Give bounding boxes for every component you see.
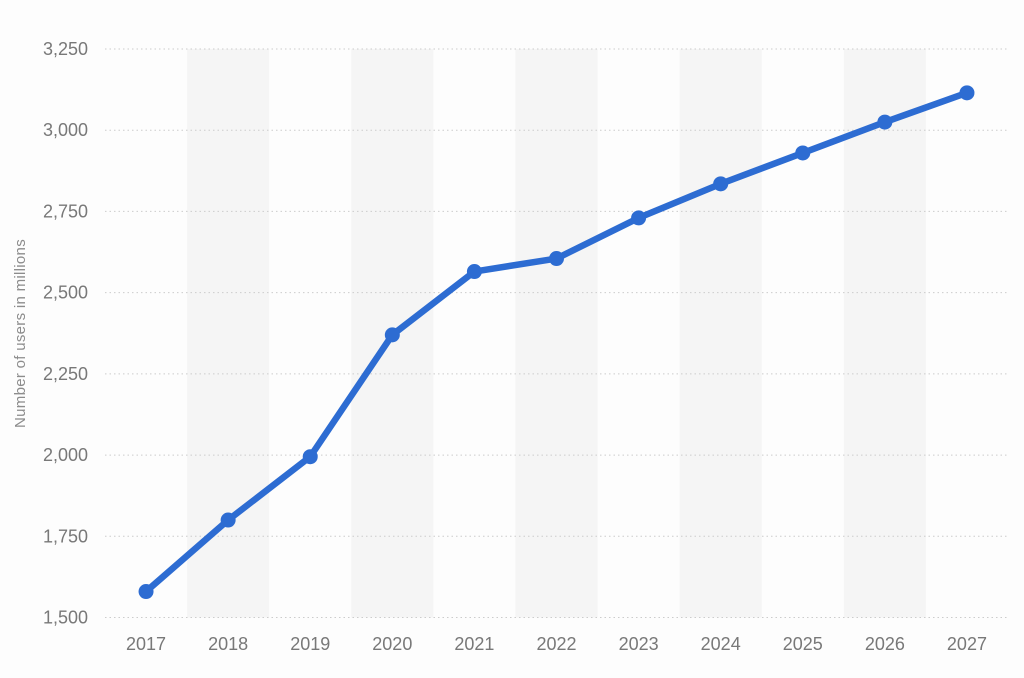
x-tick-label: 2019 (290, 634, 330, 654)
x-tick-label: 2021 (454, 634, 494, 654)
data-point-2022 (549, 251, 564, 267)
x-tick-label: 2025 (783, 634, 823, 654)
x-tick-label: 2018 (208, 634, 248, 654)
x-tick-label: 2017 (126, 634, 166, 654)
data-point-2027 (959, 85, 975, 101)
y-tick-label: 3,250 (43, 39, 88, 59)
data-point-2025 (795, 145, 811, 161)
data-point-2021 (466, 264, 482, 280)
data-point-2020 (384, 327, 400, 343)
data-point-2018 (220, 512, 236, 528)
y-tick-label: 3,000 (43, 120, 88, 140)
x-tick-label: 2027 (947, 634, 987, 654)
data-point-2017 (138, 584, 154, 600)
y-tick-label: 2,000 (43, 445, 88, 465)
y-tick-label: 2,250 (43, 364, 88, 384)
x-tick-label: 2022 (536, 634, 576, 654)
y-tick-label: 2,750 (43, 201, 88, 221)
data-point-2023 (631, 210, 647, 226)
x-tick-label: 2024 (701, 634, 741, 654)
y-tick-label: 2,500 (43, 283, 88, 303)
x-tick-label: 2023 (619, 634, 659, 654)
plot-stripe-2018 (187, 49, 270, 618)
data-point-2024 (713, 176, 729, 192)
y-tick-label: 1,500 (43, 608, 88, 628)
x-tick-label: 2020 (372, 634, 412, 654)
y-tick-label: 1,750 (43, 526, 88, 546)
plot-stripe-2026 (843, 49, 926, 618)
data-point-2019 (302, 449, 318, 465)
plot-stripe-2022 (515, 49, 598, 618)
x-tick-label: 2026 (865, 634, 905, 654)
plot-stripe-2024 (679, 49, 762, 618)
data-point-2026 (877, 114, 893, 130)
